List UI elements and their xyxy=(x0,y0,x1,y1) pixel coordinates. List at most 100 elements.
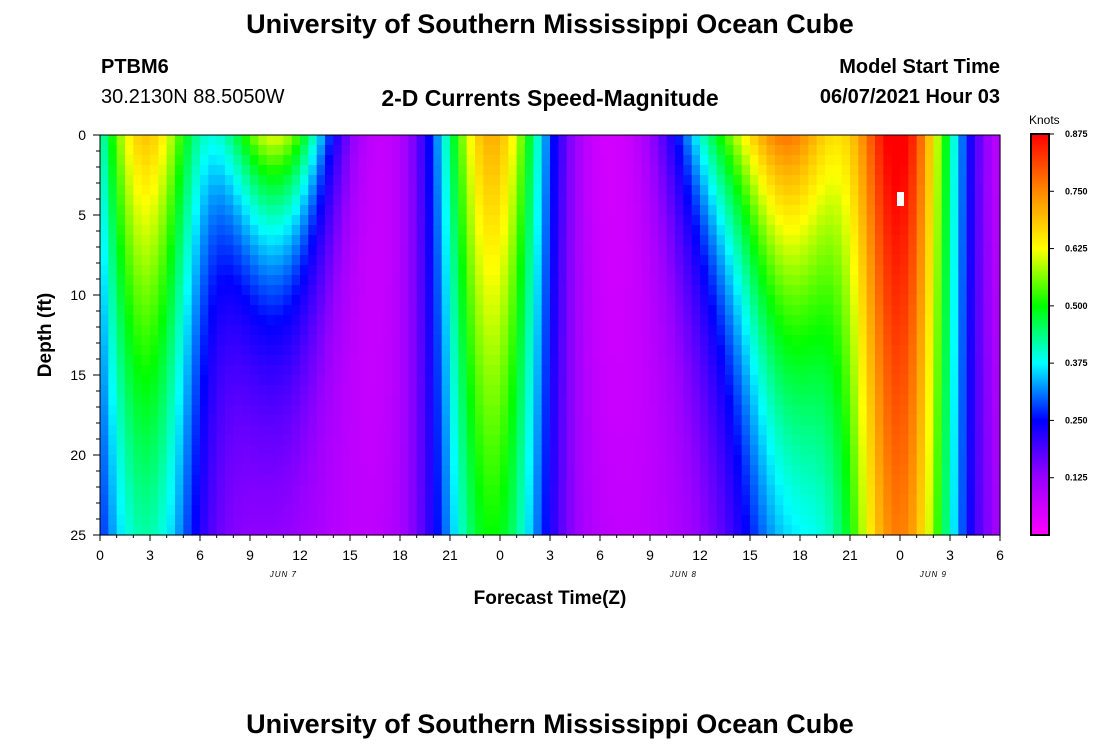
heatmap-cell xyxy=(291,285,301,296)
x-tick-label: 18 xyxy=(392,547,408,563)
heatmap-cell xyxy=(425,175,434,186)
heatmap-cell xyxy=(825,375,834,386)
heatmap-cell xyxy=(800,525,809,536)
heatmap-cell xyxy=(191,315,201,326)
heatmap-cell xyxy=(116,305,126,316)
heatmap-cell xyxy=(791,525,801,536)
heatmap-cell xyxy=(708,455,718,466)
heatmap-cell xyxy=(583,475,593,486)
heatmap-cell xyxy=(358,425,368,436)
heatmap-cell xyxy=(433,135,443,146)
heatmap-cell xyxy=(375,515,384,526)
heatmap-cell xyxy=(875,265,884,276)
heatmap-cell xyxy=(100,475,109,486)
heatmap-cell xyxy=(741,475,751,486)
heatmap-cell xyxy=(916,395,926,406)
heatmap-cell xyxy=(166,235,176,246)
heatmap-cell xyxy=(300,145,309,156)
heatmap-cell xyxy=(841,465,851,476)
heatmap-cell xyxy=(883,265,893,276)
heatmap-cell xyxy=(541,445,551,456)
heatmap-cell xyxy=(150,285,159,296)
heatmap-cell xyxy=(591,135,601,146)
heatmap-cell xyxy=(783,315,793,326)
heatmap-cell xyxy=(791,295,801,306)
heatmap-cell xyxy=(733,185,743,196)
heatmap-cell xyxy=(391,195,401,206)
heatmap-cell xyxy=(416,405,426,416)
heatmap-cell xyxy=(850,205,859,216)
heatmap-cell xyxy=(708,305,718,316)
heatmap-cell xyxy=(216,515,226,526)
heatmap-cell xyxy=(408,185,418,196)
heatmap-cell xyxy=(933,435,943,446)
heatmap-cell xyxy=(491,425,501,436)
heatmap-cell xyxy=(341,435,351,446)
heatmap-cell xyxy=(958,375,968,386)
heatmap-cell xyxy=(825,205,834,216)
heatmap-cell xyxy=(875,325,884,336)
heatmap-cell xyxy=(925,215,934,226)
heatmap-cell xyxy=(616,475,626,486)
heatmap-cell xyxy=(850,465,859,476)
heatmap-cell xyxy=(158,275,168,286)
heatmap-cell xyxy=(450,495,459,506)
heatmap-cell xyxy=(250,315,259,326)
heatmap-cell xyxy=(950,495,959,506)
heatmap-cell xyxy=(141,295,151,306)
heatmap-cell xyxy=(716,445,726,456)
heatmap-cell xyxy=(716,495,726,506)
heatmap-cell xyxy=(108,345,118,356)
heatmap-cell xyxy=(133,275,143,286)
heatmap-cell xyxy=(841,235,851,246)
heatmap-cell xyxy=(116,355,126,366)
heatmap-cell xyxy=(783,195,793,206)
heatmap-cell xyxy=(783,185,793,196)
heatmap-cell xyxy=(566,375,576,386)
heatmap-cell xyxy=(383,245,393,256)
heatmap-cell xyxy=(775,525,784,536)
heatmap-cell xyxy=(366,515,376,526)
heatmap-cell xyxy=(308,405,318,416)
heatmap-cell xyxy=(841,285,851,296)
heatmap-cell xyxy=(525,315,534,326)
heatmap-cell xyxy=(950,395,959,406)
heatmap-cell xyxy=(491,465,501,476)
heatmap-cell xyxy=(241,465,251,476)
heatmap-cell xyxy=(758,445,768,456)
heatmap-cell xyxy=(100,365,109,376)
heatmap-cell xyxy=(150,455,159,466)
heatmap-cell xyxy=(650,265,659,276)
heatmap-cell xyxy=(300,415,309,426)
heatmap-cell xyxy=(233,375,243,386)
heatmap-cell xyxy=(583,225,593,236)
heatmap-cell xyxy=(675,365,684,376)
heatmap-cell xyxy=(475,265,484,276)
heatmap-cell xyxy=(550,275,559,286)
heatmap-cell xyxy=(958,365,968,376)
heatmap-cell xyxy=(233,255,243,266)
heatmap-cell xyxy=(691,515,701,526)
heatmap-cell xyxy=(850,475,859,486)
heatmap-cell xyxy=(425,385,434,396)
heatmap-cell xyxy=(958,265,968,276)
heatmap-cell xyxy=(991,305,1001,316)
heatmap-cell xyxy=(941,435,951,446)
heatmap-cell xyxy=(783,275,793,286)
heatmap-cell xyxy=(800,305,809,316)
heatmap-cell xyxy=(525,475,534,486)
heatmap-cell xyxy=(700,205,709,216)
heatmap-cell xyxy=(441,365,451,376)
heatmap-cell xyxy=(733,205,743,216)
heatmap-cell xyxy=(225,145,234,156)
heatmap-cell xyxy=(216,375,226,386)
heatmap-cell xyxy=(758,315,768,326)
heatmap-cell xyxy=(300,235,309,246)
heatmap-cell xyxy=(975,185,984,196)
heatmap-cell xyxy=(766,435,776,446)
heatmap-cell xyxy=(250,205,259,216)
heatmap-cell xyxy=(741,375,751,386)
heatmap-cell xyxy=(508,145,518,156)
heatmap-cell xyxy=(816,425,826,436)
heatmap-cell xyxy=(766,245,776,256)
